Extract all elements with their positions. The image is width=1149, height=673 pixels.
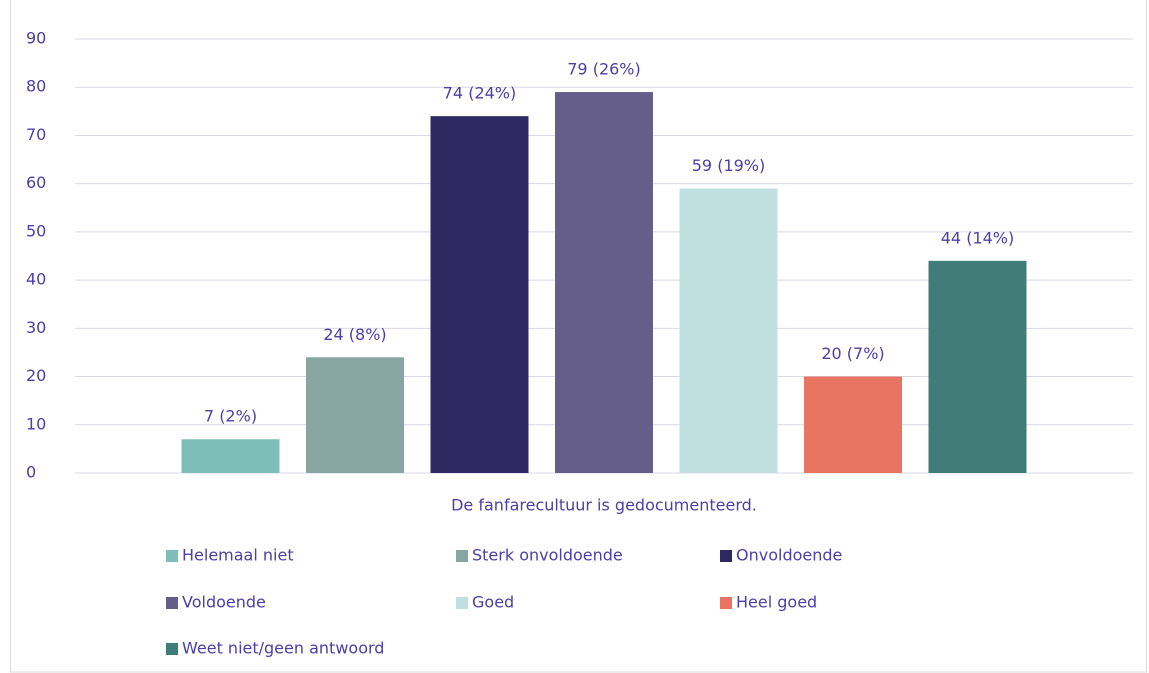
bar: [306, 357, 404, 473]
legend-label: Onvoldoende: [736, 546, 842, 565]
data-label: 20 (7%): [821, 344, 884, 363]
data-label: 7 (2%): [204, 407, 257, 426]
bar: [555, 92, 653, 474]
bar: [430, 116, 529, 474]
y-tick-label: 50: [26, 221, 46, 240]
legend-swatch: [720, 597, 732, 609]
bar: [804, 376, 902, 473]
legend-swatch: [456, 597, 468, 609]
legend-swatch: [456, 550, 468, 562]
bar: [181, 439, 280, 473]
data-label: 74 (24%): [443, 84, 517, 103]
legend-swatch: [166, 550, 178, 562]
legend-label: Helemaal niet: [182, 546, 294, 565]
x-tick-label: De fanfarecultuur is gedocumenteerd.: [451, 496, 757, 515]
data-label: 44 (14%): [941, 228, 1015, 247]
y-tick-label: 30: [26, 318, 46, 337]
y-tick-label: 90: [26, 29, 46, 48]
bar: [928, 260, 1027, 473]
y-tick-label: 60: [26, 173, 46, 192]
legend-label: Goed: [472, 593, 514, 612]
data-label: 24 (8%): [323, 325, 386, 344]
y-tick-label: 70: [26, 125, 46, 144]
y-tick-label: 80: [26, 77, 46, 96]
legend-label: Heel goed: [736, 593, 817, 612]
y-tick-label: 0: [26, 463, 36, 482]
legend-label: Weet niet/geen antwoord: [182, 639, 384, 658]
legend-label: Voldoende: [182, 593, 266, 612]
data-label: 79 (26%): [567, 60, 641, 79]
legend-swatch: [166, 597, 178, 609]
y-tick-label: 40: [26, 270, 46, 289]
legend-label: Sterk onvoldoende: [472, 546, 623, 565]
y-tick-label: 20: [26, 366, 46, 385]
y-tick-label: 10: [26, 414, 46, 433]
data-label: 59 (19%): [692, 156, 766, 175]
chart-border: [10, 0, 1147, 673]
legend-swatch: [720, 550, 732, 562]
bar: [679, 188, 778, 473]
legend-swatch: [166, 643, 178, 655]
